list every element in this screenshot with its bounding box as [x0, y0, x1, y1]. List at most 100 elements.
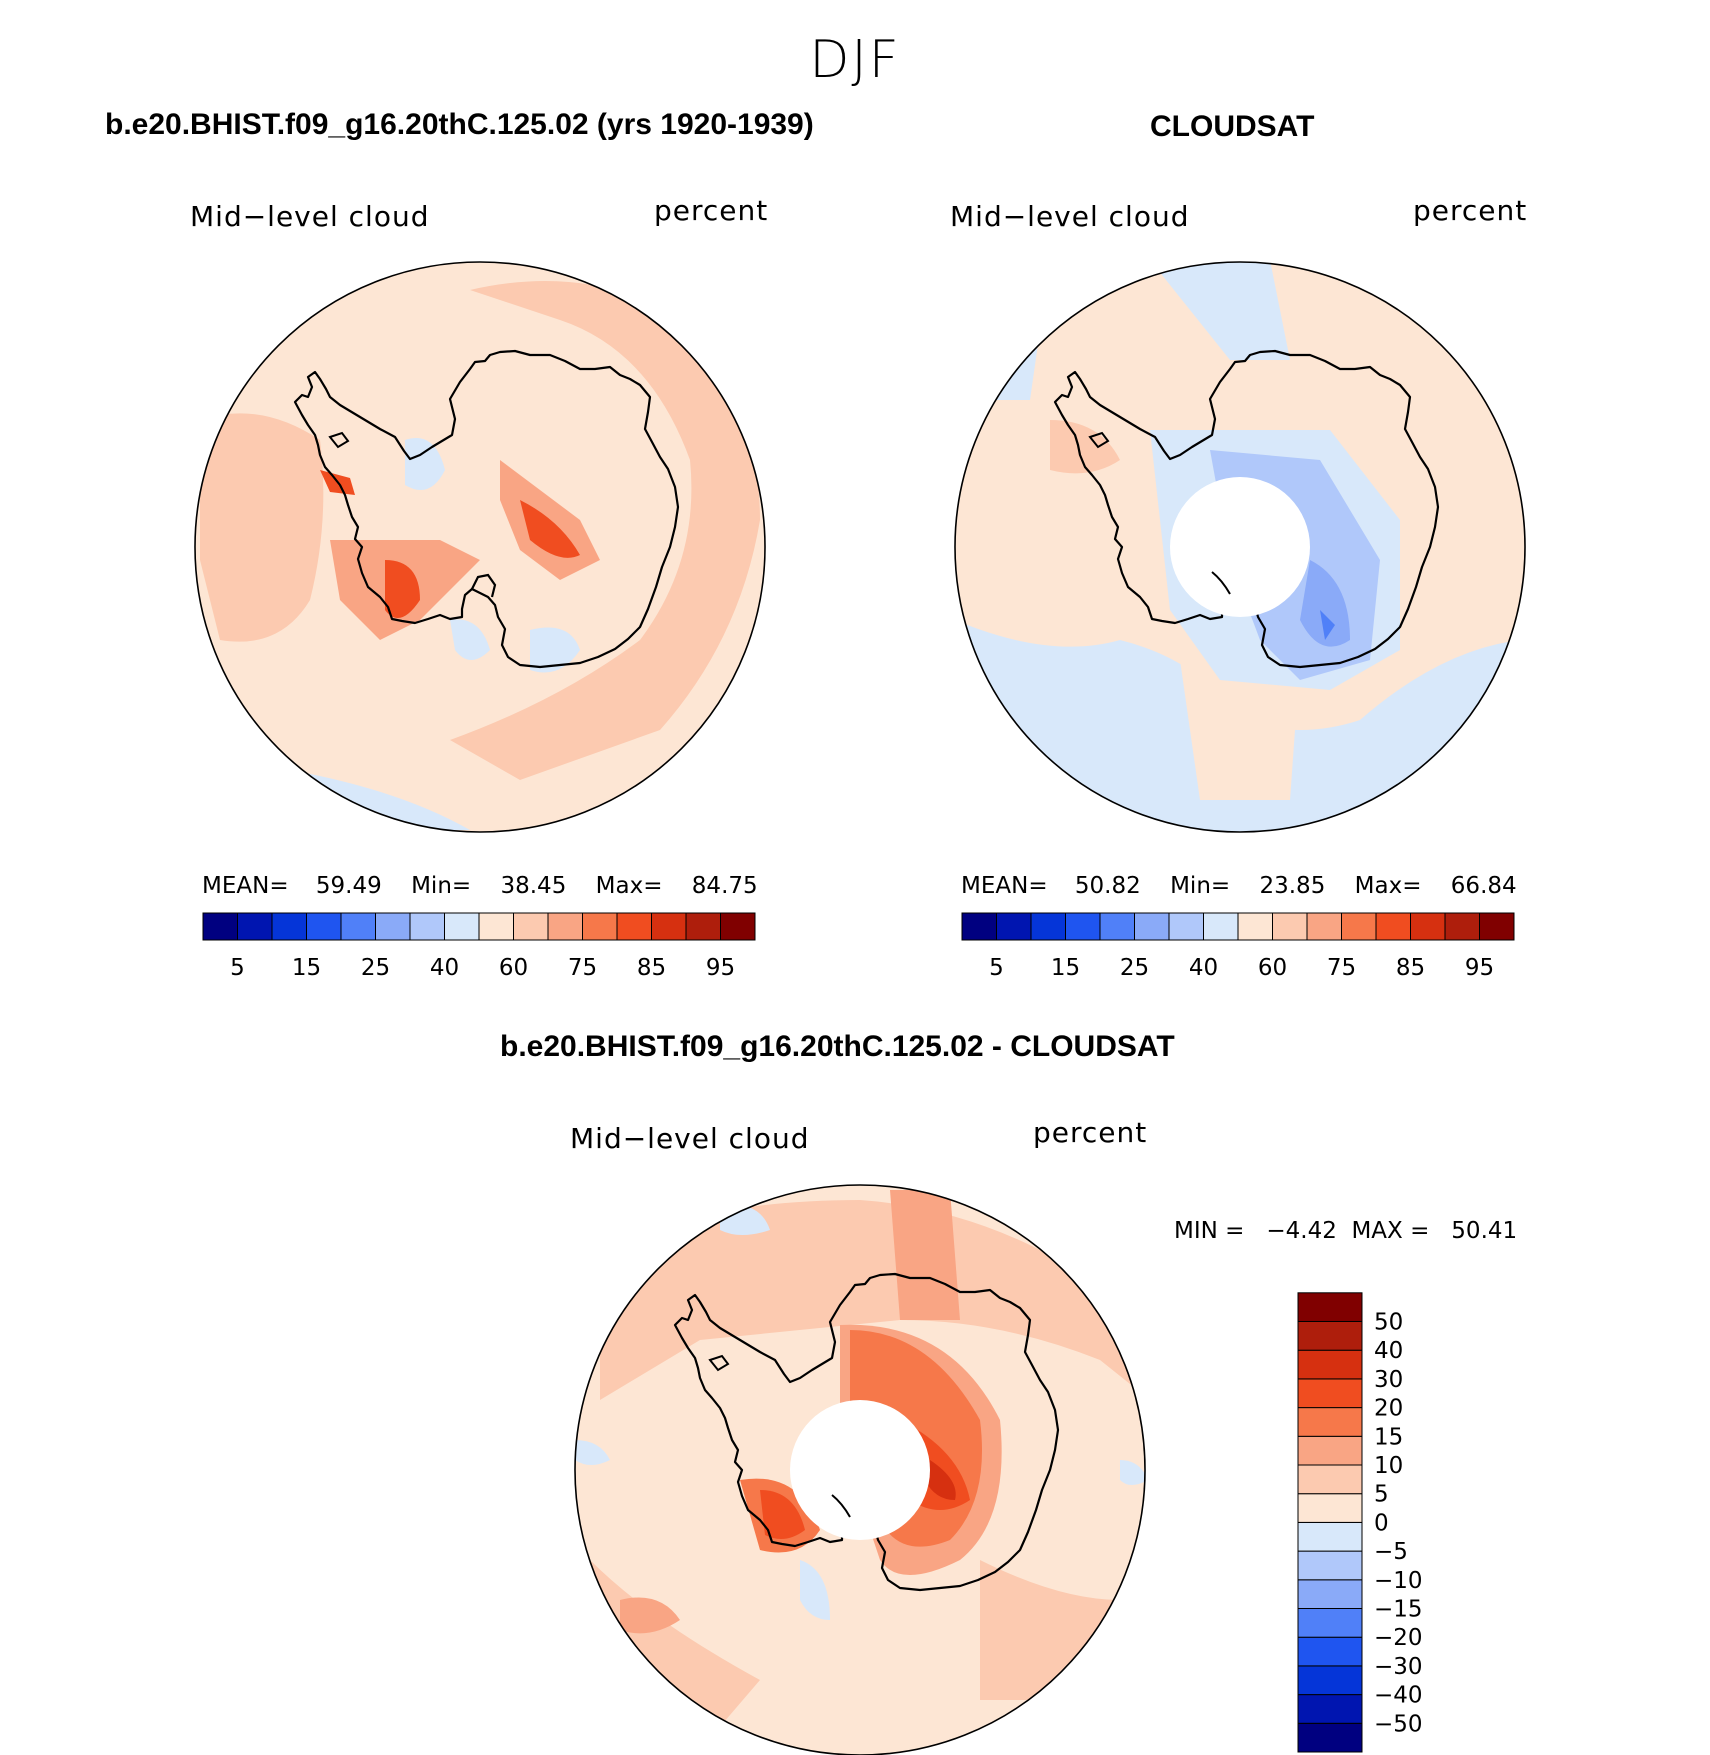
colorbar-difference-tick-label: 5: [1374, 1482, 1389, 1508]
colorbar-model-tick-label: 95: [706, 955, 735, 981]
colorbar-difference-tick-label: −30: [1374, 1654, 1423, 1680]
panel-2-variable: Mid−level cloud: [950, 200, 1190, 233]
panel-2-stats: MEAN= 50.82 Min= 23.85 Max= 66.84: [961, 873, 1517, 899]
colorbar-model-tick-label: 60: [499, 955, 528, 981]
colorbar-difference-swatch: [1297, 1636, 1363, 1667]
colorbar-difference-tick-label: −40: [1374, 1683, 1423, 1709]
colorbar-difference-tick-label: 50: [1374, 1310, 1403, 1336]
panel-2-max: 66.84: [1450, 873, 1517, 899]
colorbar-model-tick-label: 15: [292, 955, 321, 981]
colorbar-model-swatch: [616, 912, 652, 941]
colorbar-cloudsat-swatch: [1030, 912, 1066, 941]
colorbar-cloudsat-swatch: [1341, 912, 1377, 941]
panel-2-min-label: Min=: [1170, 873, 1231, 899]
panel-3-title: b.e20.BHIST.f09_g16.20thC.125.02 - CLOUD…: [500, 1030, 1175, 1063]
panel-1-mean: 59.49: [315, 873, 382, 899]
panel-1-max-label: Max=: [595, 873, 663, 899]
colorbar-difference-swatch: [1297, 1464, 1363, 1495]
colorbar-cloudsat-swatch: [1099, 912, 1135, 941]
colorbar-cloudsat-swatch: [961, 912, 997, 941]
colorbar-difference-swatch: [1297, 1378, 1363, 1409]
colorbar-model-swatch: [513, 912, 549, 941]
colorbar-model-swatch: [720, 912, 756, 941]
panel-3-variable: Mid−level cloud: [570, 1122, 810, 1155]
colorbar-model-swatch: [271, 912, 307, 941]
panel-2-units: percent: [1413, 194, 1528, 227]
colorbar-cloudsat: 5 15 25 40 60 75 85 95: [961, 912, 1515, 981]
colorbar-model-tick-label: 85: [637, 955, 666, 981]
colorbar-difference-swatch: [1297, 1694, 1363, 1724]
colorbar-model-swatch: [444, 912, 480, 941]
colorbar-model-swatch: [340, 912, 376, 941]
colorbar-model-swatch: [375, 912, 411, 941]
colorbar-difference-swatch: [1297, 1349, 1363, 1380]
colorbar-model-swatch: [202, 912, 238, 941]
panel-2-min: 23.85: [1259, 873, 1326, 899]
colorbar-model-swatch: [582, 912, 618, 941]
panel-2-max-label: Max=: [1354, 873, 1422, 899]
panel-3-units: percent: [1033, 1116, 1148, 1149]
colorbar-model-swatch: [306, 912, 342, 941]
colorbar-cloudsat-swatch: [1306, 912, 1342, 941]
colorbar-difference-swatch: [1297, 1407, 1363, 1437]
colorbar-model-tick-label: 40: [430, 955, 459, 981]
colorbar-difference-swatch: [1297, 1608, 1363, 1638]
colorbar-difference-tick-label: 15: [1374, 1424, 1403, 1450]
colorbar-cloudsat-tick-label: 15: [1051, 955, 1080, 981]
colorbar-difference-swatch: [1297, 1722, 1363, 1753]
panel-1-max: 84.75: [691, 873, 758, 899]
colorbar-difference-swatch: [1297, 1521, 1363, 1552]
colorbar-cloudsat-tick-label: 75: [1327, 955, 1356, 981]
colorbar-difference-tick-label: −20: [1374, 1625, 1423, 1651]
panel-1-title: b.e20.BHIST.f09_g16.20thC.125.02 (yrs 19…: [105, 108, 814, 141]
colorbar-difference-swatch: [1297, 1321, 1363, 1351]
colorbar-cloudsat-swatch: [1444, 912, 1480, 941]
colorbar-model: 5 15 25 40 60 75 85 95: [202, 912, 756, 981]
panel-1-variable: Mid−level cloud: [190, 200, 430, 233]
colorbar-cloudsat-tick-label: 85: [1396, 955, 1425, 981]
colorbar-cloudsat-swatch: [1134, 912, 1170, 941]
colorbar-cloudsat-tick-label: 5: [989, 955, 1004, 981]
colorbar-difference-tick-label: 0: [1374, 1510, 1389, 1536]
colorbar-difference-tick-label: 10: [1374, 1453, 1403, 1479]
panel-2-title: CLOUDSAT: [1150, 110, 1315, 143]
colorbar-model-tick-label: 25: [361, 955, 390, 981]
colorbar-cloudsat-tick-label: 25: [1120, 955, 1149, 981]
colorbar-cloudsat-tick-label: 60: [1258, 955, 1287, 981]
colorbar-difference-swatch: [1297, 1292, 1363, 1323]
colorbar-difference-swatch: [1297, 1579, 1363, 1610]
colorbar-cloudsat-swatch: [1272, 912, 1308, 941]
colorbar-cloudsat-swatch: [996, 912, 1032, 941]
colorbar-model-swatch: [478, 912, 514, 941]
panel-1-min-label: Min=: [411, 873, 472, 899]
colorbar-cloudsat-swatch: [1479, 912, 1515, 941]
colorbar-difference-tick-label: 20: [1374, 1396, 1403, 1422]
colorbar-model-tick-label: 75: [568, 955, 597, 981]
panel-1-min: 38.45: [500, 873, 567, 899]
colorbar-cloudsat-swatch: [1237, 912, 1273, 941]
colorbar-difference-swatch: [1297, 1435, 1363, 1466]
panel-2-mean-label: MEAN=: [961, 873, 1048, 899]
colorbar-cloudsat-tick-label: 40: [1189, 955, 1218, 981]
colorbar-model-swatch: [651, 912, 687, 941]
colorbar-cloudsat-tick-label: 95: [1465, 955, 1494, 981]
colorbar-difference-tick-label: −10: [1374, 1568, 1423, 1594]
colorbar-cloudsat-swatch: [1168, 912, 1204, 941]
colorbar-difference-tick-label: −15: [1374, 1597, 1423, 1623]
map-difference: [574, 1184, 1146, 1755]
panel-3-stats: MIN = −4.42 MAX = 50.41: [1174, 1218, 1518, 1244]
panel-1-units: percent: [654, 194, 769, 227]
colorbar-model-swatch: [409, 912, 445, 941]
colorbar-model-swatch: [237, 912, 273, 941]
colorbar-model-swatch: [547, 912, 583, 941]
panel-1-stats: MEAN= 59.49 Min= 38.45 Max= 84.75: [202, 873, 758, 899]
colorbar-cloudsat-swatch: [1065, 912, 1101, 941]
colorbar-model-tick-label: 5: [230, 955, 245, 981]
colorbar-difference-tick-label: −50: [1374, 1711, 1423, 1737]
colorbar-model-swatch: [685, 912, 721, 941]
panel-1-mean-label: MEAN=: [202, 873, 289, 899]
map-model: [194, 261, 766, 833]
colorbar-difference-tick-label: 40: [1374, 1338, 1403, 1364]
colorbar-difference-swatch: [1297, 1550, 1363, 1581]
